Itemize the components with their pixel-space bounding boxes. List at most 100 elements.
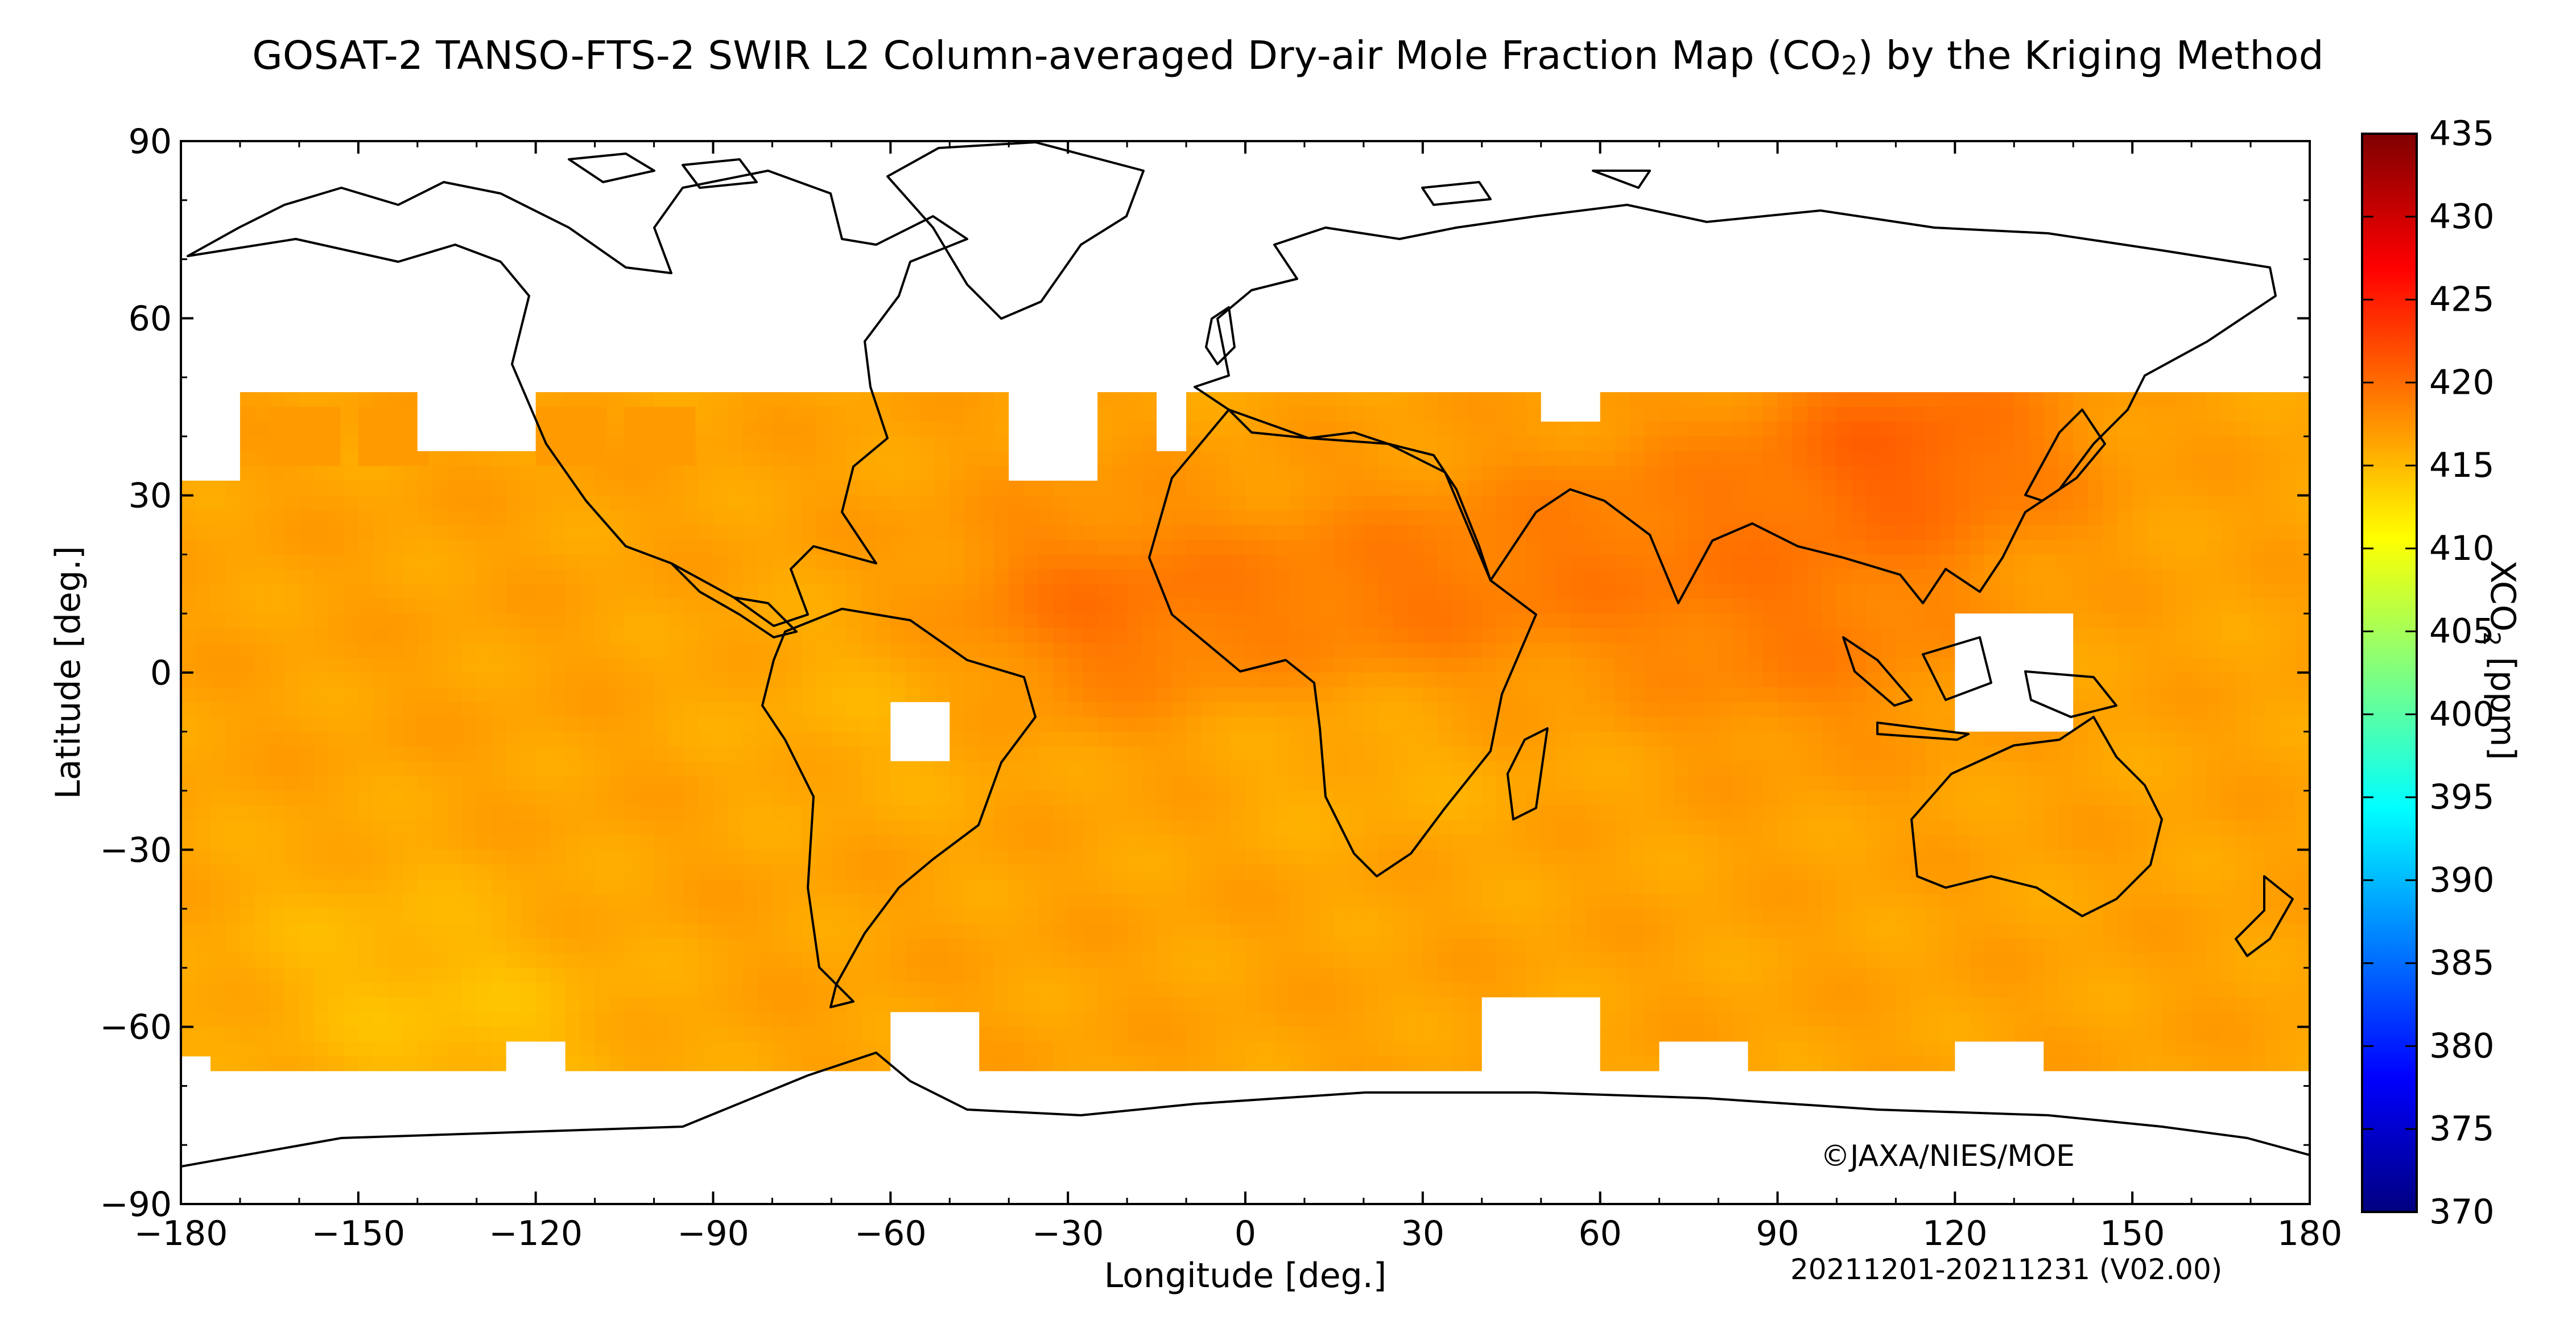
xco2-grid-cell	[1275, 407, 1290, 422]
xco2-grid-cell	[2191, 584, 2207, 599]
xco2-grid-cell	[1718, 539, 1734, 555]
xco2-grid-cell	[387, 465, 403, 481]
xco2-grid-cell	[1541, 569, 1557, 584]
xco2-grid-cell	[1836, 436, 1852, 452]
xco2-grid-cell	[1112, 716, 1128, 732]
xco2-grid-cell	[920, 407, 935, 422]
xco2-grid-cell	[1851, 790, 1867, 806]
xco2-grid-cell	[1866, 451, 1881, 467]
xco2-grid-cell	[1216, 731, 1231, 747]
xco2-grid-cell	[816, 731, 832, 747]
xco2-grid-cell	[624, 879, 640, 894]
xco2-grid-cell	[1038, 790, 1054, 806]
xco2-grid-cell	[846, 894, 861, 909]
xco2-grid-cell	[1940, 451, 1955, 467]
xco2-grid-cell	[210, 820, 226, 835]
xco2-grid-cell	[1689, 731, 1704, 747]
xco2-grid-cell	[1422, 599, 1438, 614]
xco2-grid-cell	[1157, 658, 1172, 673]
xco2-grid-cell	[1674, 421, 1690, 437]
xco2-grid-cell	[343, 879, 359, 894]
xco2-grid-cell	[1689, 746, 1704, 762]
xco2-grid-cell	[1541, 790, 1557, 806]
xco2-grid-cell	[861, 643, 876, 658]
xco2-grid-cell	[609, 731, 625, 747]
xco2-grid-cell	[1777, 761, 1793, 777]
xco2-grid-cell	[2029, 436, 2044, 452]
xco2-grid-cell	[1275, 673, 1290, 688]
xco2-grid-cell	[1481, 451, 1497, 467]
xco2-grid-cell	[772, 539, 787, 555]
xco2-grid-cell	[1925, 465, 1941, 481]
xco2-grid-cell	[1290, 465, 1305, 481]
xco2-grid-cell	[979, 407, 994, 422]
xco2-grid-cell	[2147, 702, 2162, 718]
xco2-grid-cell	[2177, 879, 2192, 894]
xco2-grid-cell	[1629, 495, 1645, 511]
xco2-grid-cell	[432, 776, 448, 791]
xco2-grid-cell	[2236, 480, 2251, 496]
xco2-grid-cell	[654, 599, 670, 614]
xco2-grid-cell	[2295, 702, 2310, 718]
xco2-grid-cell	[1378, 776, 1394, 791]
xco2-grid-cell	[1659, 673, 1675, 688]
xco2-grid-cell	[2177, 510, 2192, 526]
xco2-grid-cell	[1881, 835, 1896, 850]
xco2-grid-cell	[1600, 894, 1616, 909]
xco2-grid-cell	[417, 643, 433, 658]
xco2-grid-cell	[2103, 451, 2118, 467]
xco2-grid-cell	[1083, 584, 1098, 599]
xco2-grid-cell	[1275, 539, 1290, 555]
xco2-grid-cell	[535, 776, 551, 791]
xco2-grid-cell	[1393, 554, 1409, 570]
xco2-grid-cell	[254, 820, 270, 835]
xco2-grid-cell	[1940, 465, 1955, 481]
xco2-grid-cell	[713, 392, 729, 407]
xco2-grid-cell	[1940, 790, 1955, 806]
xco2-grid-cell	[1407, 392, 1423, 407]
xco2-grid-cell	[905, 392, 920, 407]
xco2-grid-cell	[1600, 687, 1616, 703]
xco2-grid-cell	[2251, 569, 2266, 584]
xco2-grid-cell	[1807, 820, 1823, 835]
xco2-grid-cell	[491, 569, 507, 584]
xco2-grid-cell	[328, 525, 344, 541]
xco2-grid-cell	[343, 673, 359, 688]
xco2-grid-cell	[284, 820, 300, 835]
xco2-grid-cell	[1851, 835, 1867, 850]
xco2-grid-cell	[595, 599, 610, 614]
xco2-grid-cell	[757, 761, 773, 777]
xco2-grid-cell	[402, 539, 418, 555]
xco2-grid-cell	[846, 864, 861, 880]
xco2-grid-cell	[890, 599, 906, 614]
xco2-grid-cell	[2044, 746, 2059, 762]
xco2-grid-cell	[1009, 820, 1024, 835]
xco2-grid-cell	[1541, 835, 1557, 850]
xco2-grid-cell	[1481, 392, 1497, 407]
xco2-grid-cell	[1999, 850, 2014, 865]
xco2-grid-cell	[1260, 776, 1275, 791]
xco2-grid-cell	[1748, 879, 1764, 894]
xco2-grid-cell	[1703, 451, 1719, 467]
xco2-grid-cell	[447, 746, 463, 762]
xco2-grid-cell	[713, 643, 729, 658]
xco2-grid-cell	[1245, 613, 1261, 629]
xco2-grid-cell	[846, 790, 861, 806]
xco2-grid-cell	[1511, 569, 1527, 584]
xco2-grid-cell	[1393, 687, 1409, 703]
xco2-grid-cell	[1467, 643, 1483, 658]
xco2-grid-cell	[1585, 599, 1601, 614]
xco2-grid-cell	[1496, 480, 1512, 496]
xco2-grid-cell	[210, 805, 226, 821]
xco2-grid-cell	[1703, 879, 1719, 894]
xco2-grid-cell	[1467, 465, 1483, 481]
xco2-grid-cell	[269, 850, 285, 865]
xco2-grid-cell	[1112, 421, 1128, 437]
xco2-grid-cell	[2058, 392, 2074, 407]
xco2-grid-cell	[1407, 539, 1423, 555]
xco2-grid-cell	[2236, 407, 2251, 422]
xco2-grid-cell	[2117, 613, 2133, 629]
xco2-grid-cell	[802, 407, 817, 422]
xco2-grid-cell	[1777, 716, 1793, 732]
xco2-grid-cell	[890, 643, 906, 658]
